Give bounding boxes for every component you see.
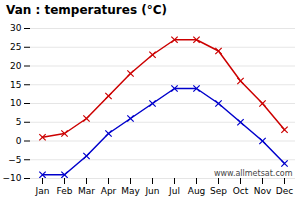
svg-text:−5: −5 — [8, 155, 21, 165]
svg-text:Aug: Aug — [188, 186, 206, 196]
svg-text:Mar: Mar — [78, 186, 95, 196]
svg-text:10: 10 — [10, 98, 22, 108]
svg-text:25: 25 — [10, 42, 21, 52]
svg-text:Jan: Jan — [35, 186, 50, 196]
svg-text:Feb: Feb — [57, 186, 73, 196]
svg-text:5: 5 — [16, 117, 22, 127]
svg-text:20: 20 — [10, 61, 22, 71]
svg-text:Dec: Dec — [276, 186, 293, 196]
svg-text:Apr: Apr — [101, 186, 117, 196]
svg-text:May: May — [121, 186, 140, 196]
html-text:Van : temperatures (°C): Van : temperatures (°C) — [6, 3, 167, 17]
svg-text:0: 0 — [16, 136, 22, 146]
svg-text:www.allmetsat.com: www.allmetsat.com — [214, 169, 293, 178]
svg-text:Jun: Jun — [144, 186, 159, 196]
svg-text:15: 15 — [10, 80, 21, 90]
svg-text:Sep: Sep — [210, 186, 227, 196]
svg-text:−10: −10 — [3, 173, 22, 183]
svg-text:Nov: Nov — [254, 186, 272, 196]
svg-text:30: 30 — [10, 23, 22, 33]
svg-text:Jul: Jul — [168, 186, 180, 196]
svg-text:Oct: Oct — [233, 186, 249, 196]
